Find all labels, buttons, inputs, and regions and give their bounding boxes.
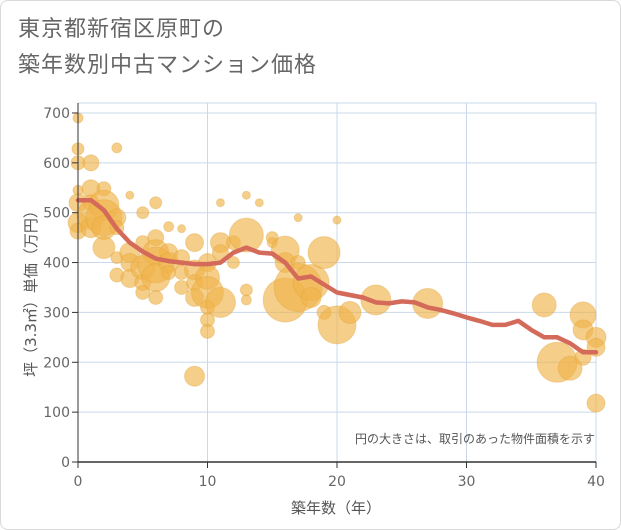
data-bubble [239,283,253,297]
x-tick-label: 40 [587,474,605,490]
data-bubble [125,190,135,200]
data-bubble [184,365,206,387]
data-bubble [177,224,187,234]
average-price-line [75,197,599,355]
data-bubble [226,256,240,270]
data-bubble [254,198,264,208]
data-bubble [332,215,342,225]
data-bubble [111,142,123,154]
x-tick-label: 0 [74,474,83,490]
chart-title-line-1: 東京都新宿区原町の [18,17,226,42]
data-bubble [215,198,225,208]
chart-title: 東京都新宿区原町の 築年数別中古マンション価格 [18,12,317,84]
y-tick-label: 400 [43,256,70,272]
x-tick-label: 10 [199,474,217,490]
bubble-size-note: 円の大きさは、取引のあった物件面積を示す [355,431,595,446]
data-bubble [161,265,177,281]
y-tick-label: 200 [43,355,70,371]
x-axis-title: 築年数（年） [291,499,381,517]
data-bubble [148,289,164,305]
data-bubble [531,292,557,318]
data-bubble [135,284,151,300]
data-bubble [307,236,341,270]
y-tick-label: 600 [43,156,70,172]
data-bubble [557,355,583,381]
data-bubble [586,393,606,413]
y-tick-label: 0 [61,455,70,471]
x-tick-label: 20 [328,474,346,490]
y-tick-label: 700 [43,106,70,122]
data-bubble [149,196,163,210]
data-bubble [293,213,303,223]
x-tick-label: 30 [458,474,476,490]
data-bubble [204,286,236,318]
data-bubble [300,286,322,308]
y-axis-title: 坪（3.3㎡）単価（万円） [22,203,40,377]
data-bubble [163,221,175,233]
chart-title-line-2: 築年数別中古マンション価格 [18,53,318,78]
data-bubble [92,236,116,260]
y-tick-label: 500 [43,206,70,222]
data-bubble [136,206,150,220]
data-bubble [338,300,362,324]
data-bubble [185,233,205,253]
data-bubble [241,190,251,200]
data-bubble [82,154,100,172]
y-tick-label: 300 [43,305,70,321]
data-bubble [200,323,215,339]
data-bubble [240,294,252,306]
bubble-series [67,112,607,413]
data-bubble [360,284,392,316]
average-line [75,197,599,355]
data-bubble [228,217,264,253]
y-tick-label: 100 [43,405,70,421]
